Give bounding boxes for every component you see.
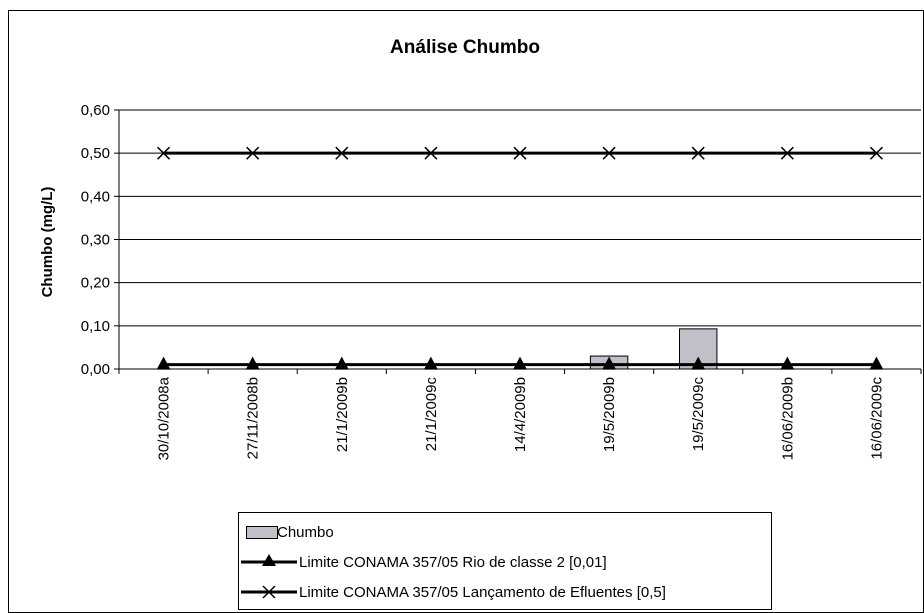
marker-x xyxy=(157,146,171,160)
marker-triangle xyxy=(156,356,171,370)
y-tick-label: 0,60 xyxy=(81,102,110,119)
legend-label-chumbo: Chumbo xyxy=(277,523,334,541)
legend-label-limite-efluentes: Limite CONAMA 357/05 Lançamento de Eflue… xyxy=(299,583,666,601)
y-tick-label: 0,20 xyxy=(81,275,110,292)
x-tick-label: 16/06/2009b xyxy=(779,377,796,460)
y-tick-label: 0,30 xyxy=(81,232,110,249)
x-tick-label: 14/4/2009b xyxy=(512,377,529,452)
marker-x xyxy=(246,146,260,160)
y-axis-label: Chumbo (mg/L) xyxy=(39,187,56,298)
x-tick-label: 21/1/2009b xyxy=(334,377,351,452)
marker-triangle xyxy=(245,356,260,370)
y-tick-label: 0,40 xyxy=(81,188,110,205)
x-tick-label: 27/11/2008b xyxy=(245,377,262,459)
marker-x xyxy=(691,146,705,160)
x-tick-label: 30/10/2008a xyxy=(156,376,173,460)
legend-item-chumbo: Chumbo xyxy=(239,517,334,547)
x-tick-label: 16/06/2009c xyxy=(868,377,885,460)
marker-x xyxy=(335,146,349,160)
x-tick-label: 21/1/2009c xyxy=(423,377,440,452)
marker-triangle xyxy=(334,356,349,370)
legend-swatch-bar-icon xyxy=(239,517,299,547)
marker-triangle xyxy=(780,356,795,370)
y-tick-label: 0,00 xyxy=(81,361,110,378)
legend-item-limite-rio: Limite CONAMA 357/05 Rio de classe 2 [0,… xyxy=(239,547,607,577)
marker-triangle xyxy=(423,356,438,370)
chart-title: Análise Chumbo xyxy=(390,37,540,58)
legend-item-limite-efluentes: Limite CONAMA 357/05 Lançamento de Eflue… xyxy=(239,577,666,607)
legend-triangle-line-icon xyxy=(239,547,299,577)
marker-triangle xyxy=(691,356,706,370)
x-tick-label: 19/5/2009b xyxy=(601,377,618,452)
marker-x xyxy=(780,146,794,160)
y-tick-label: 0,10 xyxy=(81,318,110,335)
y-tick-label: 0,50 xyxy=(81,145,110,162)
marker-x xyxy=(869,146,883,160)
marker-x xyxy=(513,146,527,160)
x-tick-label: 19/5/2009c xyxy=(690,377,707,452)
marker-triangle xyxy=(513,356,527,370)
marker-x xyxy=(602,146,616,160)
marker-x xyxy=(424,146,438,160)
marker-triangle xyxy=(602,356,617,370)
legend-x-line-icon xyxy=(239,577,299,607)
plot-area: 0,00 0,10 0,20 0,30 0,40 0,50 0,60 30/10/2008a 2… xyxy=(81,102,922,460)
marker-triangle xyxy=(869,356,884,370)
legend: Chumbo Limite CONAMA 357/05 Rio de class… xyxy=(238,512,772,610)
legend-label-limite-rio: Limite CONAMA 357/05 Rio de classe 2 [0,… xyxy=(299,553,607,571)
